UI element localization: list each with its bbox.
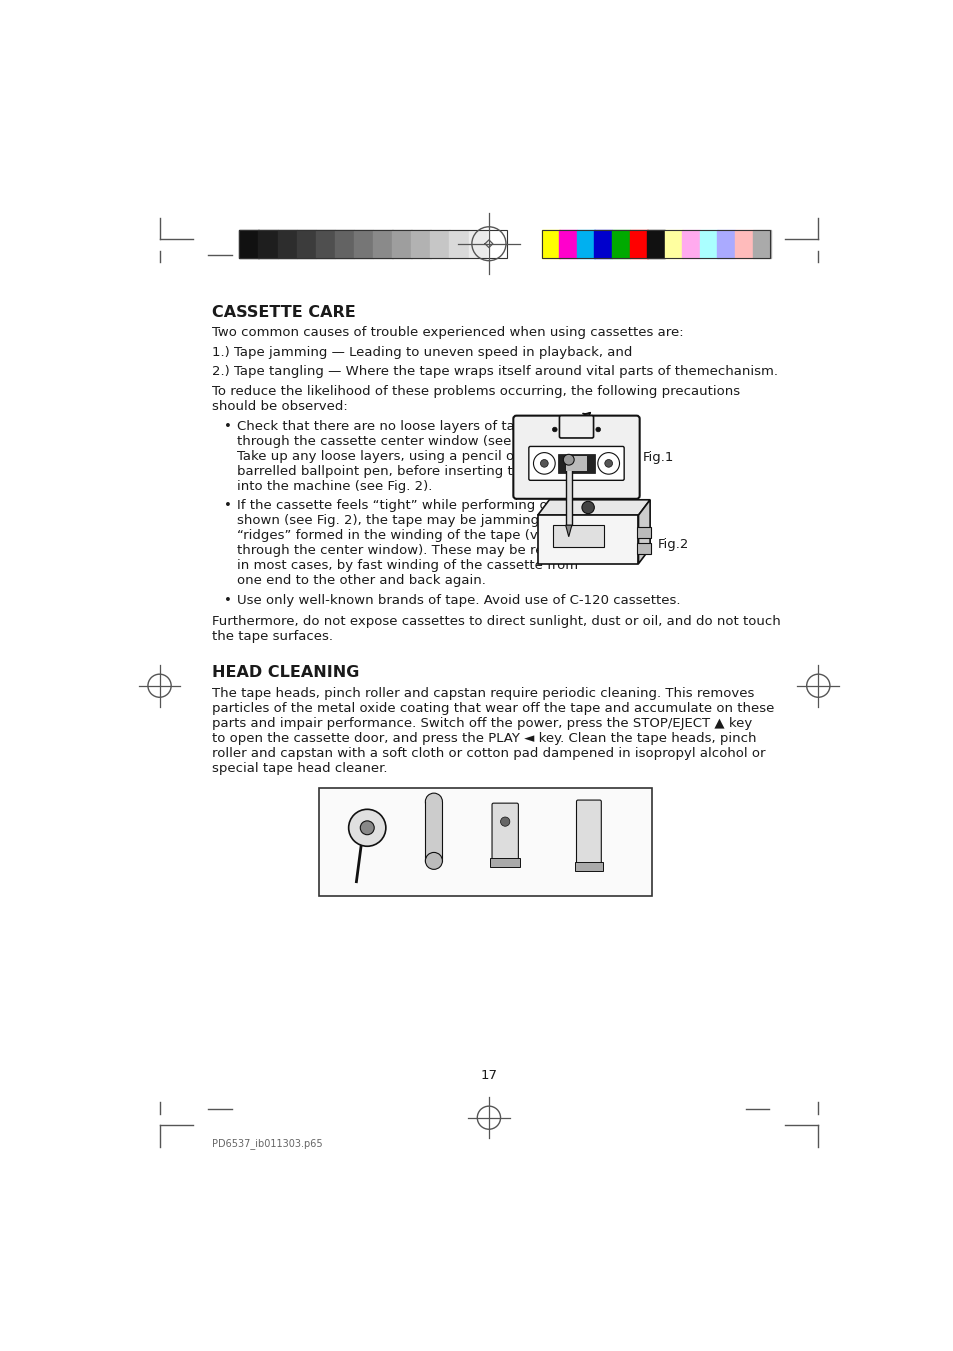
Circle shape bbox=[552, 427, 557, 432]
Text: Fig.2: Fig.2 bbox=[658, 538, 688, 551]
Text: •: • bbox=[224, 594, 232, 607]
Text: HEAD CLEANING: HEAD CLEANING bbox=[212, 665, 359, 681]
Text: •: • bbox=[224, 500, 232, 512]
Text: in most cases, by fast winding of the cassette from: in most cases, by fast winding of the ca… bbox=[236, 559, 578, 573]
Text: the tape surfaces.: the tape surfaces. bbox=[212, 631, 333, 643]
Text: Fig.1: Fig.1 bbox=[642, 451, 674, 463]
Bar bbox=[681, 230, 700, 258]
Bar bbox=[425, 801, 442, 861]
Bar bbox=[239, 230, 258, 258]
Text: 2.) Tape tangling — Where the tape wraps itself around vital parts of themechani: 2.) Tape tangling — Where the tape wraps… bbox=[212, 365, 778, 378]
FancyBboxPatch shape bbox=[513, 416, 639, 499]
Circle shape bbox=[604, 459, 612, 467]
Bar bbox=[558, 230, 577, 258]
Polygon shape bbox=[565, 526, 571, 536]
Bar bbox=[565, 459, 571, 526]
Text: Capstan: Capstan bbox=[412, 874, 455, 884]
Text: Check that there are no loose layers of tape visible: Check that there are no loose layers of … bbox=[236, 420, 578, 432]
FancyBboxPatch shape bbox=[558, 416, 593, 438]
Circle shape bbox=[540, 459, 548, 467]
Bar bbox=[487, 230, 507, 258]
Text: one end to the other and back again.: one end to the other and back again. bbox=[236, 574, 485, 588]
Bar bbox=[629, 230, 647, 258]
Bar bbox=[565, 455, 586, 471]
Circle shape bbox=[562, 454, 574, 465]
Polygon shape bbox=[638, 500, 649, 563]
Text: 1.) Tape jamming — Leading to uneven speed in playback, and: 1.) Tape jamming — Leading to uneven spe… bbox=[212, 346, 632, 359]
Circle shape bbox=[598, 453, 618, 474]
Bar bbox=[557, 454, 595, 473]
Text: Record/Play
Head: Record/Play Head bbox=[474, 874, 536, 896]
Text: The tape heads, pinch roller and capstan require periodic cleaning. This removes: The tape heads, pinch roller and capstan… bbox=[212, 686, 754, 700]
Bar bbox=[735, 230, 752, 258]
Bar bbox=[637, 543, 650, 554]
Bar bbox=[430, 230, 450, 258]
Bar bbox=[468, 230, 488, 258]
Text: Use only well-known brands of tape. Avoid use of C-120 cassettes.: Use only well-known brands of tape. Avoi… bbox=[236, 594, 679, 607]
Text: •: • bbox=[224, 420, 232, 432]
Text: into the machine (see Fig. 2).: into the machine (see Fig. 2). bbox=[236, 480, 432, 493]
Text: Pinch Roller: Pinch Roller bbox=[336, 874, 397, 884]
Text: 17: 17 bbox=[480, 1069, 497, 1082]
Polygon shape bbox=[537, 500, 649, 515]
Bar bbox=[354, 230, 373, 258]
Text: should be observed:: should be observed: bbox=[212, 400, 348, 413]
Bar bbox=[277, 230, 296, 258]
Circle shape bbox=[533, 453, 555, 474]
Circle shape bbox=[425, 852, 442, 869]
FancyBboxPatch shape bbox=[528, 446, 623, 481]
Bar bbox=[575, 862, 602, 871]
Text: To reduce the likelihood of these problems occurring, the following precautions: To reduce the likelihood of these proble… bbox=[212, 385, 740, 399]
Circle shape bbox=[581, 501, 594, 513]
Text: through the center window). These may be removed,: through the center window). These may be… bbox=[236, 544, 593, 558]
Text: Erase Head: Erase Head bbox=[558, 874, 618, 884]
FancyBboxPatch shape bbox=[576, 800, 600, 866]
Text: barrelled ballpoint pen, before inserting the cassette: barrelled ballpoint pen, before insertin… bbox=[236, 465, 590, 478]
Circle shape bbox=[596, 427, 599, 432]
Circle shape bbox=[360, 821, 374, 835]
Bar bbox=[392, 230, 411, 258]
Bar bbox=[258, 230, 277, 258]
Bar bbox=[319, 788, 652, 896]
Bar bbox=[335, 230, 354, 258]
Bar bbox=[611, 230, 629, 258]
Bar bbox=[541, 230, 559, 258]
Text: Furthermore, do not expose cassettes to direct sunlight, dust or oil, and do not: Furthermore, do not expose cassettes to … bbox=[212, 615, 781, 628]
Text: Take up any loose layers, using a pencil or hexagonal: Take up any loose layers, using a pencil… bbox=[236, 450, 593, 462]
Bar bbox=[577, 230, 594, 258]
FancyBboxPatch shape bbox=[492, 802, 517, 862]
Bar bbox=[637, 527, 650, 538]
Circle shape bbox=[348, 809, 385, 846]
Bar bbox=[373, 230, 392, 258]
Bar bbox=[700, 230, 717, 258]
Text: PD6537_ib011303.p65: PD6537_ib011303.p65 bbox=[212, 1139, 322, 1150]
Bar bbox=[553, 526, 603, 547]
Bar bbox=[315, 230, 335, 258]
Text: “ridges” formed in the winding of the tape (visible: “ridges” formed in the winding of the ta… bbox=[236, 530, 572, 542]
Bar bbox=[449, 230, 469, 258]
Text: parts and impair performance. Switch off the power, press the STOP/EJECT ▲ key: parts and impair performance. Switch off… bbox=[212, 717, 752, 730]
Text: CASSETTE CARE: CASSETTE CARE bbox=[212, 304, 355, 320]
Text: Two common causes of trouble experienced when using cassettes are:: Two common causes of trouble experienced… bbox=[212, 326, 683, 339]
Bar bbox=[411, 230, 431, 258]
Text: roller and capstan with a soft cloth or cotton pad dampened in isopropyl alcohol: roller and capstan with a soft cloth or … bbox=[212, 747, 765, 759]
Bar bbox=[646, 230, 664, 258]
Bar bbox=[594, 230, 612, 258]
Bar bbox=[664, 230, 682, 258]
Text: to open the cassette door, and press the PLAY ◄ key. Clean the tape heads, pinch: to open the cassette door, and press the… bbox=[212, 732, 756, 744]
Text: through the cassette center window (see Fig. 1).: through the cassette center window (see … bbox=[236, 435, 560, 447]
Bar bbox=[239, 230, 506, 258]
Circle shape bbox=[425, 793, 442, 811]
Text: If the cassette feels “tight” while performing operation: If the cassette feels “tight” while perf… bbox=[236, 500, 603, 512]
Text: particles of the metal oxide coating that wear off the tape and accumulate on th: particles of the metal oxide coating tha… bbox=[212, 703, 774, 715]
Bar bbox=[752, 230, 770, 258]
Polygon shape bbox=[537, 515, 638, 563]
Text: special tape head cleaner.: special tape head cleaner. bbox=[212, 762, 387, 775]
Bar bbox=[490, 858, 519, 867]
Text: shown (see Fig. 2), the tape may be jamming due to: shown (see Fig. 2), the tape may be jamm… bbox=[236, 515, 586, 527]
Bar bbox=[296, 230, 315, 258]
Circle shape bbox=[500, 817, 509, 827]
Bar bbox=[541, 230, 769, 258]
Bar bbox=[717, 230, 735, 258]
